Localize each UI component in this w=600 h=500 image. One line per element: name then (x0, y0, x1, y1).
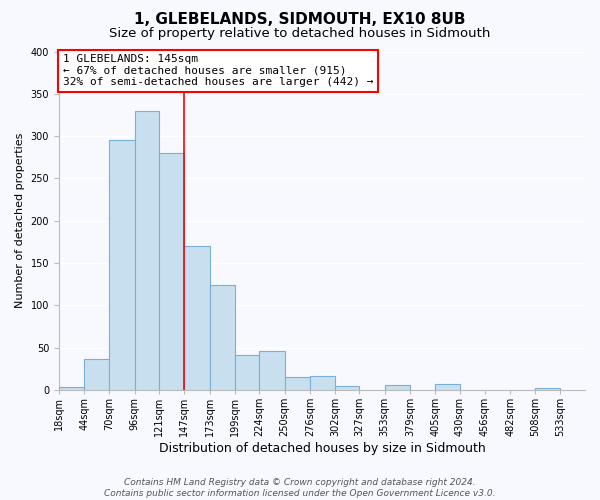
Bar (235, 354, 259, 390)
Y-axis label: Number of detached properties: Number of detached properties (15, 133, 25, 308)
Text: Contains HM Land Registry data © Crown copyright and database right 2024.
Contai: Contains HM Land Registry data © Crown c… (104, 478, 496, 498)
Bar (184, 246, 209, 390)
Bar (284, 376, 310, 390)
Bar (135, 111, 159, 390)
Bar (209, 285, 235, 390)
Bar (84, 359, 109, 390)
Bar (159, 153, 184, 390)
Bar (310, 376, 335, 390)
Text: 1 GLEBELANDS: 145sqm
← 67% of detached houses are smaller (915)
32% of semi-deta: 1 GLEBELANDS: 145sqm ← 67% of detached h… (63, 54, 373, 87)
Bar (59, 386, 84, 390)
Bar (259, 351, 284, 390)
Text: Size of property relative to detached houses in Sidmouth: Size of property relative to detached ho… (109, 28, 491, 40)
Bar (335, 386, 359, 390)
Text: 1, GLEBELANDS, SIDMOUTH, EX10 8UB: 1, GLEBELANDS, SIDMOUTH, EX10 8UB (134, 12, 466, 28)
Bar (435, 384, 460, 390)
X-axis label: Distribution of detached houses by size in Sidmouth: Distribution of detached houses by size … (158, 442, 485, 455)
Bar (535, 388, 560, 390)
Bar (385, 385, 410, 390)
Bar (109, 140, 135, 390)
